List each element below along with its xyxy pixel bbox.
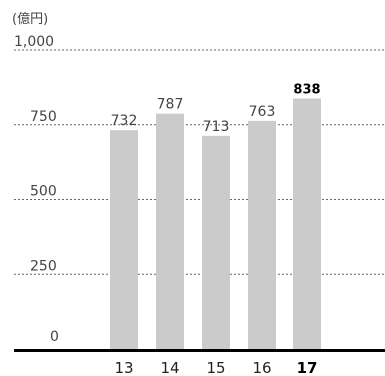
data-label-14: 787: [157, 97, 184, 113]
data-label-15: 713: [203, 119, 230, 135]
x-tick-label-14: 14: [160, 359, 179, 376]
y-tick-label: 750: [30, 109, 57, 125]
x-tick-label-17: 17: [297, 359, 318, 376]
y-tick-label: 250: [30, 258, 57, 274]
x-tick-label-15: 15: [206, 359, 225, 376]
y-tick-label: 1,000: [14, 34, 54, 50]
y-tick-labels: 0 250 500 750 1,000: [14, 34, 59, 345]
x-tick-label-16: 16: [252, 359, 271, 376]
y-tick-label: 500: [30, 184, 57, 200]
gridlines: [14, 49, 385, 275]
bar-13: [110, 130, 138, 349]
y-tick-label: 0: [50, 329, 59, 345]
data-label-13: 732: [111, 113, 138, 129]
bar-14: [156, 113, 184, 349]
x-tick-label-13: 13: [114, 359, 133, 376]
bar-16: [248, 120, 276, 349]
unit-label: (億円): [12, 11, 48, 27]
data-label-17: 838: [293, 82, 320, 97]
x-tick-labels: 13 14 15 16 17: [114, 359, 317, 376]
bar-17: [293, 98, 321, 349]
bars: [110, 98, 321, 349]
data-labels: 732 787 713 763 838: [111, 82, 321, 134]
bar-15: [202, 135, 230, 349]
data-label-16: 763: [249, 104, 276, 120]
